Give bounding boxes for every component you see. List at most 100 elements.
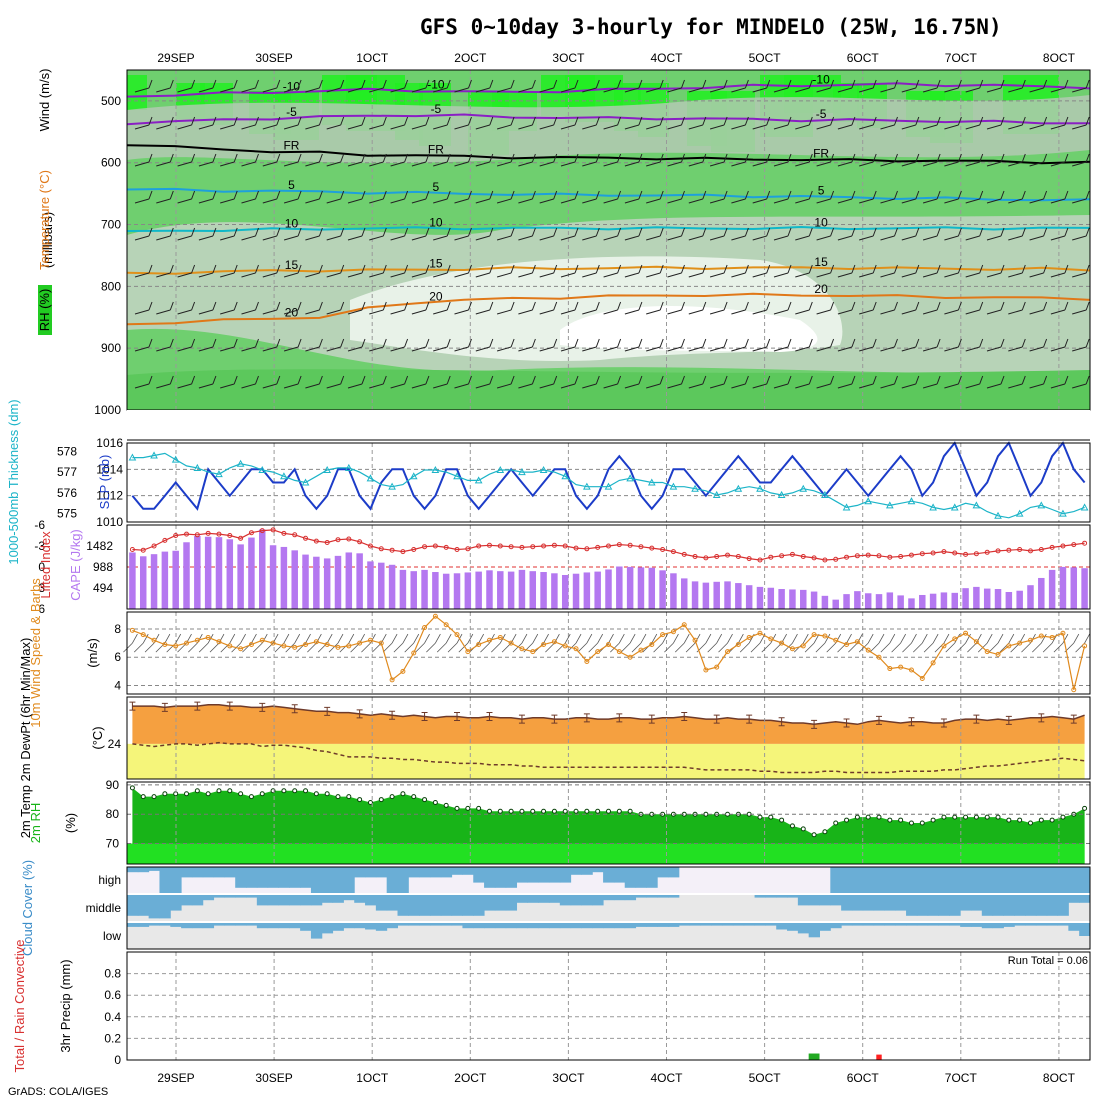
thickness-marker xyxy=(409,472,418,480)
cloud-cover-bar xyxy=(386,923,399,929)
wind-barb xyxy=(1029,375,1048,389)
isotherm-line xyxy=(126,82,1091,98)
cloud-cover-bar xyxy=(1003,895,1015,916)
bottom-date-label: 29SEP xyxy=(157,1071,194,1085)
cape-bar xyxy=(854,591,861,609)
surface-wind-barb xyxy=(620,633,636,653)
cloud-cover-bar xyxy=(884,895,896,911)
isotherm-label: -5 xyxy=(816,107,827,121)
cloud-cover-bar xyxy=(1003,923,1015,927)
wind-speed-marker xyxy=(606,642,611,648)
cloud-cover-bar xyxy=(321,867,334,893)
surface-wind-barb xyxy=(653,633,668,653)
wind-barb xyxy=(518,338,536,352)
lifted-index-marker xyxy=(660,547,666,552)
surface-wind-barb xyxy=(891,633,906,653)
wind-barb xyxy=(709,153,728,167)
cloud-cover-bar xyxy=(776,923,788,930)
wind-barb xyxy=(411,227,430,241)
wind-speed-marker xyxy=(411,650,417,656)
cape-bar xyxy=(204,536,212,609)
surface-wind-barb xyxy=(631,633,647,653)
cloud-cover-bar xyxy=(148,867,160,871)
wind-barb xyxy=(646,227,664,241)
rh-marker xyxy=(779,817,785,823)
wind-barb xyxy=(433,375,451,389)
wind-barb xyxy=(305,264,323,278)
wind-barb xyxy=(496,375,515,389)
lifted-index-marker xyxy=(649,545,655,551)
wind-speed-marker xyxy=(908,667,914,673)
cape-bar xyxy=(1005,591,1013,609)
wind-barb xyxy=(433,190,451,204)
cloud-cover-bar xyxy=(1079,867,1091,893)
temperature-minmax-bar xyxy=(259,702,266,712)
wind-barb xyxy=(646,79,664,93)
wind-barb xyxy=(603,264,622,278)
slp-tick-label: 1010 xyxy=(96,515,123,529)
lifted-index-marker xyxy=(151,543,157,549)
wind-barb xyxy=(496,79,515,93)
temperature-minmax-bar xyxy=(973,714,980,724)
wind-legend-label: Wind (m/s) xyxy=(37,69,52,132)
cape-bar xyxy=(886,592,894,609)
wind-barb xyxy=(177,116,196,130)
cloud-cover-bar xyxy=(343,867,355,893)
cloud-cover-bar xyxy=(862,867,875,893)
surface-wind-barb xyxy=(361,633,376,653)
wind-speed-marker xyxy=(714,664,720,670)
thickness-marker xyxy=(128,453,137,461)
wind-speed-marker xyxy=(811,632,817,638)
cloud-cover-bar xyxy=(949,867,961,893)
rh-marker xyxy=(205,791,211,797)
lifted-index-marker xyxy=(519,544,525,550)
rh-marker xyxy=(497,808,503,814)
cape-bar xyxy=(832,599,839,609)
wind-barb xyxy=(986,79,1005,93)
cape-bar xyxy=(745,585,753,609)
cloud-cover-bar xyxy=(246,867,258,888)
lifted-index-marker xyxy=(303,535,309,541)
cloud-cover-bar xyxy=(981,923,994,929)
bottom-date-label: 5OCT xyxy=(749,1071,782,1085)
cloud-cover-bar xyxy=(181,867,193,878)
wind-speed-marker xyxy=(670,629,676,635)
wind-barb xyxy=(965,153,984,167)
wind-speed-marker xyxy=(216,639,222,645)
wind-barb xyxy=(369,153,387,167)
wind-barb xyxy=(156,79,174,93)
wind-barb xyxy=(369,227,387,241)
wind-barb xyxy=(518,190,536,204)
rh-marker xyxy=(184,791,190,797)
wind-barb xyxy=(1008,227,1026,241)
temperature-minmax-bar xyxy=(876,715,883,725)
cloud-row-label: low xyxy=(103,929,121,943)
upper-air-gap xyxy=(127,410,1090,440)
wind-barb xyxy=(731,338,749,352)
wind-speed-marker xyxy=(1071,687,1077,693)
wind-barb xyxy=(773,190,792,204)
wind-barb xyxy=(454,79,472,93)
wind-barb xyxy=(816,338,835,352)
wind-barb xyxy=(1008,301,1026,315)
thickness-marker xyxy=(1059,509,1067,517)
rh-marker xyxy=(1049,817,1055,823)
lifted-index-marker xyxy=(887,554,893,560)
lifted-index-marker xyxy=(1049,544,1055,550)
lifted-index-marker xyxy=(1082,540,1088,546)
wind-barb xyxy=(220,301,238,315)
wind-speed-marker xyxy=(757,630,763,636)
thickness-marker xyxy=(1015,509,1024,517)
wind-barb xyxy=(646,375,664,389)
wind-barb xyxy=(752,375,771,389)
cloud-cover-bar xyxy=(906,895,918,916)
precip-tick-label: 0.2 xyxy=(104,1031,121,1045)
isotherm-label: FR xyxy=(813,147,829,161)
lifted-index-marker xyxy=(270,527,276,533)
wind-barb xyxy=(1050,190,1069,204)
cloud-cover-bar xyxy=(841,923,853,926)
wind-barb xyxy=(347,338,366,352)
cloud-cover-bar xyxy=(1035,867,1048,893)
cape-bar xyxy=(605,569,612,609)
wind-barb xyxy=(859,301,877,315)
